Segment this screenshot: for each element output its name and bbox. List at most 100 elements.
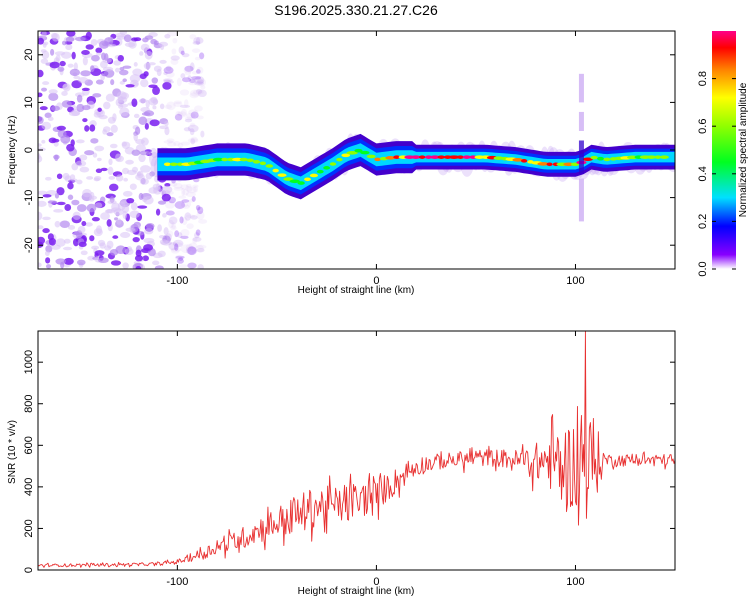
spectrogram-noise-blob	[106, 219, 112, 227]
spectrogram-ridge-spot	[304, 177, 311, 182]
spectrogram-noise-blob	[189, 62, 195, 71]
spectrogram-noise-blob	[152, 105, 157, 110]
spectrogram-noise-blob	[109, 183, 119, 192]
spectrogram-ytick-label: 0	[23, 147, 35, 153]
spectrogram-noise-blob	[75, 36, 86, 42]
spectrogram-noise-blob	[88, 197, 95, 202]
spectrogram-ridge-spot	[346, 151, 358, 155]
spectrogram-noise-blob	[174, 201, 186, 209]
spectrogram-ridge-spot	[309, 173, 319, 178]
spectrogram-noise-blob	[181, 199, 190, 203]
spectrogram-noise-blob	[159, 125, 169, 130]
spectrogram-noise-blob	[145, 99, 150, 109]
snr-xtick-label: 0	[373, 576, 379, 588]
spectrogram-noise-blob	[38, 143, 42, 147]
spectrogram-noise-blob	[200, 130, 205, 138]
spectrogram-noise-blob	[189, 89, 201, 97]
spectrogram-noise-blob	[110, 124, 118, 133]
spectrogram-noise-blob	[68, 110, 80, 117]
spectrogram-noise-blob	[115, 153, 122, 162]
colorbar: 0.0 0.2 0.4 0.6 0.8 Normalized spectral ampl…	[697, 31, 749, 277]
spectrogram-noise-blob	[187, 262, 197, 269]
spectrogram-noise-blob	[115, 33, 126, 38]
spectrogram-noise-blob	[65, 43, 73, 51]
spectrogram-ridge-spot	[374, 157, 381, 162]
spectrogram-noise-blob	[94, 202, 103, 209]
spectrogram-noise-blob	[166, 138, 175, 143]
spectrogram-noise-blob	[144, 123, 149, 130]
spectrogram-noise-blob	[140, 165, 152, 173]
spectrogram-ridge-spot	[393, 155, 401, 159]
spectrogram-noise-blob	[198, 219, 208, 224]
spectrogram-noise-blob	[180, 141, 191, 146]
spectrogram-noise-blob	[187, 246, 197, 256]
spectrogram-noise-blob	[95, 168, 103, 174]
spectrogram-noise-blob	[184, 118, 193, 123]
spectrogram-noise-blob	[196, 247, 205, 253]
spectrogram-ylabel: Frequency (Hz)	[7, 116, 18, 185]
spectrogram-ridge-spot	[419, 155, 426, 159]
spectrogram-noise-blob	[178, 256, 184, 261]
spectrogram-ridge-spot	[212, 157, 224, 162]
spectrogram-noise-blob	[70, 178, 78, 182]
spectrogram-ridge-spot	[410, 155, 421, 159]
spectrogram-noise-blob	[94, 175, 102, 181]
spectrogram-noise-blob	[42, 216, 51, 221]
spectrogram-noise-blob	[181, 53, 190, 58]
spectrogram-ridge-spot	[462, 155, 471, 159]
spectrogram-noise-blob	[114, 67, 120, 73]
spectrogram-noise-blob	[79, 154, 88, 161]
spectrogram-noise-blob	[188, 109, 199, 116]
spectrogram-noise-blob	[41, 31, 47, 38]
spectrogram-noise-blob	[163, 140, 174, 144]
spectrogram-noise-blob	[174, 243, 179, 251]
snr-ytick-label: 1000	[23, 350, 35, 374]
spectrogram-noise-blob	[187, 137, 199, 144]
spectrogram-noise-blob	[164, 120, 169, 127]
spectrogram-noise-blob	[42, 228, 50, 234]
spectrogram-noise-blob	[191, 48, 201, 53]
spectrogram-noise-blob	[76, 139, 85, 144]
spectrogram-noise-blob	[197, 89, 207, 98]
spectrogram-noise-blob	[42, 194, 52, 198]
spectrogram-noise-blob	[179, 104, 191, 109]
spectrogram-noise-blob	[76, 179, 83, 185]
spectrogram-noise-blob	[132, 236, 140, 243]
spectrogram-noise-blob	[152, 260, 160, 266]
spectrogram-noise-blob	[173, 186, 184, 191]
spectrogram-noise-blob	[192, 41, 201, 45]
spectrogram-noise-blob	[164, 201, 175, 209]
spectrogram-ridge-spot	[646, 155, 657, 159]
spectrogram-noise-blob	[85, 222, 93, 227]
spectrogram-noise-blob	[189, 34, 197, 40]
spectrogram-noise-blob	[129, 74, 141, 83]
spectrogram-ridge-spot	[341, 153, 351, 158]
spectrogram-noise-blob	[99, 242, 106, 249]
spectrogram-xlabel: Height of straight line (km)	[298, 285, 415, 296]
spectrogram-noise-blob	[133, 62, 138, 67]
spectrogram-noise-blob	[189, 78, 196, 84]
spectrogram-ridge-spot	[366, 154, 376, 159]
spectrogram-noise-blob	[192, 236, 202, 242]
spectrogram-noise-blob	[175, 255, 185, 260]
spectrogram-noise-blob	[38, 37, 44, 45]
spectrogram-noise-blob	[38, 116, 44, 124]
spectrogram-noise-blob	[94, 145, 105, 152]
spectrogram-noise-blob	[131, 98, 138, 108]
spectrogram-ytick-label: 20	[23, 49, 35, 61]
spectrogram-noise-blob	[188, 242, 198, 250]
spectrogram-noise-blob	[116, 91, 127, 100]
spectrogram-ridge-spot	[265, 164, 274, 168]
spectrogram-noise-blob	[102, 126, 111, 133]
spectrogram-noise-blob	[45, 257, 51, 264]
spectrogram-noise-blob	[163, 71, 168, 76]
spectrogram-noise-blob	[66, 143, 75, 152]
spectrogram-noise-blob	[63, 257, 74, 265]
spectrogram-noise-blob	[38, 155, 43, 163]
spectrogram-noise-blob	[47, 116, 54, 122]
spectrogram-ridge-spot	[272, 168, 279, 173]
spectrogram-noise-blob	[121, 141, 127, 147]
spectrogram-noise-blob	[142, 255, 149, 262]
spectrogram-noise-blob	[186, 201, 192, 207]
